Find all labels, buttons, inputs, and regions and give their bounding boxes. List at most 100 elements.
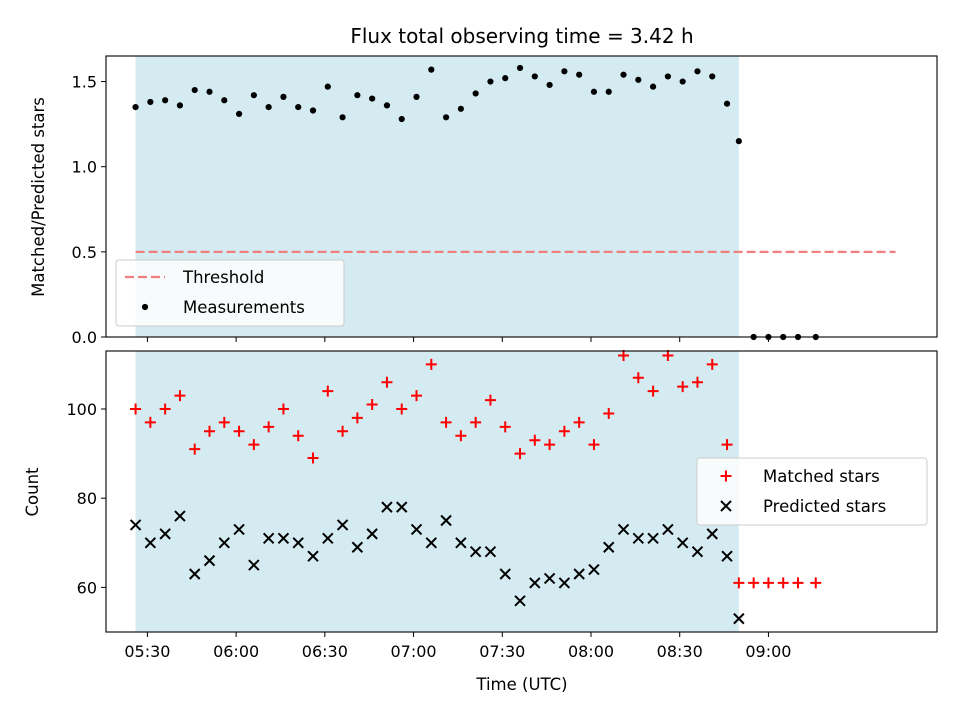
top-measurement-point: [132, 103, 139, 111]
predicted-stars-point: [691, 546, 704, 558]
top-y-tick-label: 0.5: [72, 243, 97, 262]
top-measurement-point: [147, 98, 154, 106]
matched-stars-point: [322, 385, 334, 397]
top-measurement-point: [383, 102, 391, 109]
matched-stars-point: [307, 452, 319, 464]
matched-stars-point: [544, 439, 556, 451]
predicted-stars-point: [322, 532, 334, 545]
matched-stars-point: [632, 372, 644, 384]
bottom-y-tick-label: 80: [77, 489, 97, 508]
matched-stars-point: [721, 439, 733, 451]
top-measurement-point: [561, 68, 568, 75]
matched-stars-point: [792, 577, 804, 589]
bottom-y-tick-label: 60: [77, 578, 97, 597]
matched-stars-point: [218, 416, 230, 428]
matched-stars-point: [733, 577, 745, 589]
predicted-stars-point: [588, 563, 600, 576]
predicted-stars-point: [514, 595, 526, 607]
matched-stars-point: [603, 407, 615, 419]
top-measurement-point: [354, 92, 361, 99]
top-y-tick-label: 1.0: [72, 158, 97, 177]
top-measurement-point: [664, 73, 671, 80]
top-measurement-point: [457, 105, 464, 112]
top-measurement-point: [472, 90, 479, 97]
top-measurement-point: [235, 110, 243, 118]
top-measurement-point: [723, 100, 731, 107]
matched-stars-point: [455, 430, 467, 442]
matched-stars-point: [662, 349, 674, 361]
bottom-shaded-span: [135, 351, 739, 632]
matched-stars-point: [248, 439, 260, 451]
top-y-tick-label: 0.0: [72, 328, 97, 347]
predicted-stars-point: [129, 519, 142, 531]
matched-stars-point: [499, 421, 511, 433]
top-measurement-point: [502, 75, 509, 82]
top-measurement-point: [576, 71, 583, 78]
predicted-stars-point: [499, 568, 511, 580]
top-measurement-point: [250, 92, 257, 99]
matched-stars-point: [748, 577, 760, 589]
matched-stars-point: [514, 448, 526, 460]
predicted-stars-point: [543, 572, 556, 585]
top-measurement-point: [398, 115, 405, 123]
matched-stars-point: [130, 403, 142, 415]
matched-stars-point: [292, 430, 304, 442]
legend-measurements-label: Measurements: [183, 298, 305, 317]
predicted-stars-point: [277, 532, 290, 545]
top-measurement-point: [206, 88, 213, 95]
matched-stars-point: [189, 443, 201, 455]
x-tick-label: 06:30: [302, 642, 348, 661]
matched-stars-point: [277, 403, 289, 415]
predicted-stars-point: [174, 510, 186, 522]
predicted-stars-point: [647, 532, 659, 545]
legend-threshold-label: Threshold: [182, 268, 264, 287]
bottom-y-axis-label: Count: [23, 467, 42, 517]
matched-stars-point: [470, 416, 482, 428]
predicted-stars-point: [469, 546, 482, 558]
legend-predicted-swatch: [720, 500, 732, 512]
top-measurement-point: [324, 83, 331, 90]
top-measurement-point: [620, 71, 627, 78]
predicted-stars-point: [366, 528, 378, 540]
top-measurement-point: [413, 93, 420, 100]
predicted-stars-point: [662, 523, 674, 536]
top-measurement-point: [735, 138, 742, 145]
predicted-stars-point: [396, 501, 408, 513]
top-measurement-point: [176, 102, 184, 109]
top-measurement-point: [295, 103, 302, 111]
matched-stars-point: [810, 577, 822, 589]
top-measurement-point: [487, 78, 494, 85]
matched-stars-point: [366, 399, 378, 411]
legend-matched-label: Matched stars: [763, 467, 880, 486]
bottom-panel: 60 80 100 05:30 06:00 06:30 07:00 07:30 08:00 08:…: [66, 349, 938, 661]
matched-stars-point: [706, 358, 718, 370]
matched-stars-point: [204, 425, 216, 437]
legend-predicted-label: Predicted stars: [763, 497, 886, 516]
matched-stars-point: [762, 577, 774, 589]
matched-stars-point: [174, 390, 186, 402]
top-measurement-point: [162, 97, 169, 104]
top-legend-box: [115, 259, 345, 327]
top-measurement-point: [516, 64, 524, 72]
predicted-stars-point: [203, 554, 216, 567]
top-y-axis-label: Matched/Predicted stars: [29, 97, 48, 297]
matched-stars-point: [159, 403, 171, 415]
predicted-stars-point: [721, 550, 733, 562]
predicted-stars-point: [292, 537, 304, 549]
matched-stars-point: [529, 434, 541, 446]
predicted-stars-point: [233, 523, 245, 536]
matched-stars-point: [691, 376, 703, 388]
predicted-stars-point: [336, 519, 349, 531]
top-panel: 0.0 0.5 1.0 1.5 Threshold Measurements: [72, 55, 938, 347]
legend-measurements-swatch: [141, 303, 149, 311]
top-measurement-point: [191, 86, 198, 94]
top-measurement-point: [649, 83, 657, 90]
predicted-stars-point: [603, 541, 615, 553]
top-y-tick-label: 1.5: [72, 73, 97, 92]
predicted-stars-point: [189, 568, 201, 580]
predicted-stars-point: [159, 528, 171, 540]
matched-stars-point: [647, 385, 659, 397]
x-tick-label: 07:00: [391, 642, 437, 661]
matched-stars-point: [777, 577, 789, 589]
